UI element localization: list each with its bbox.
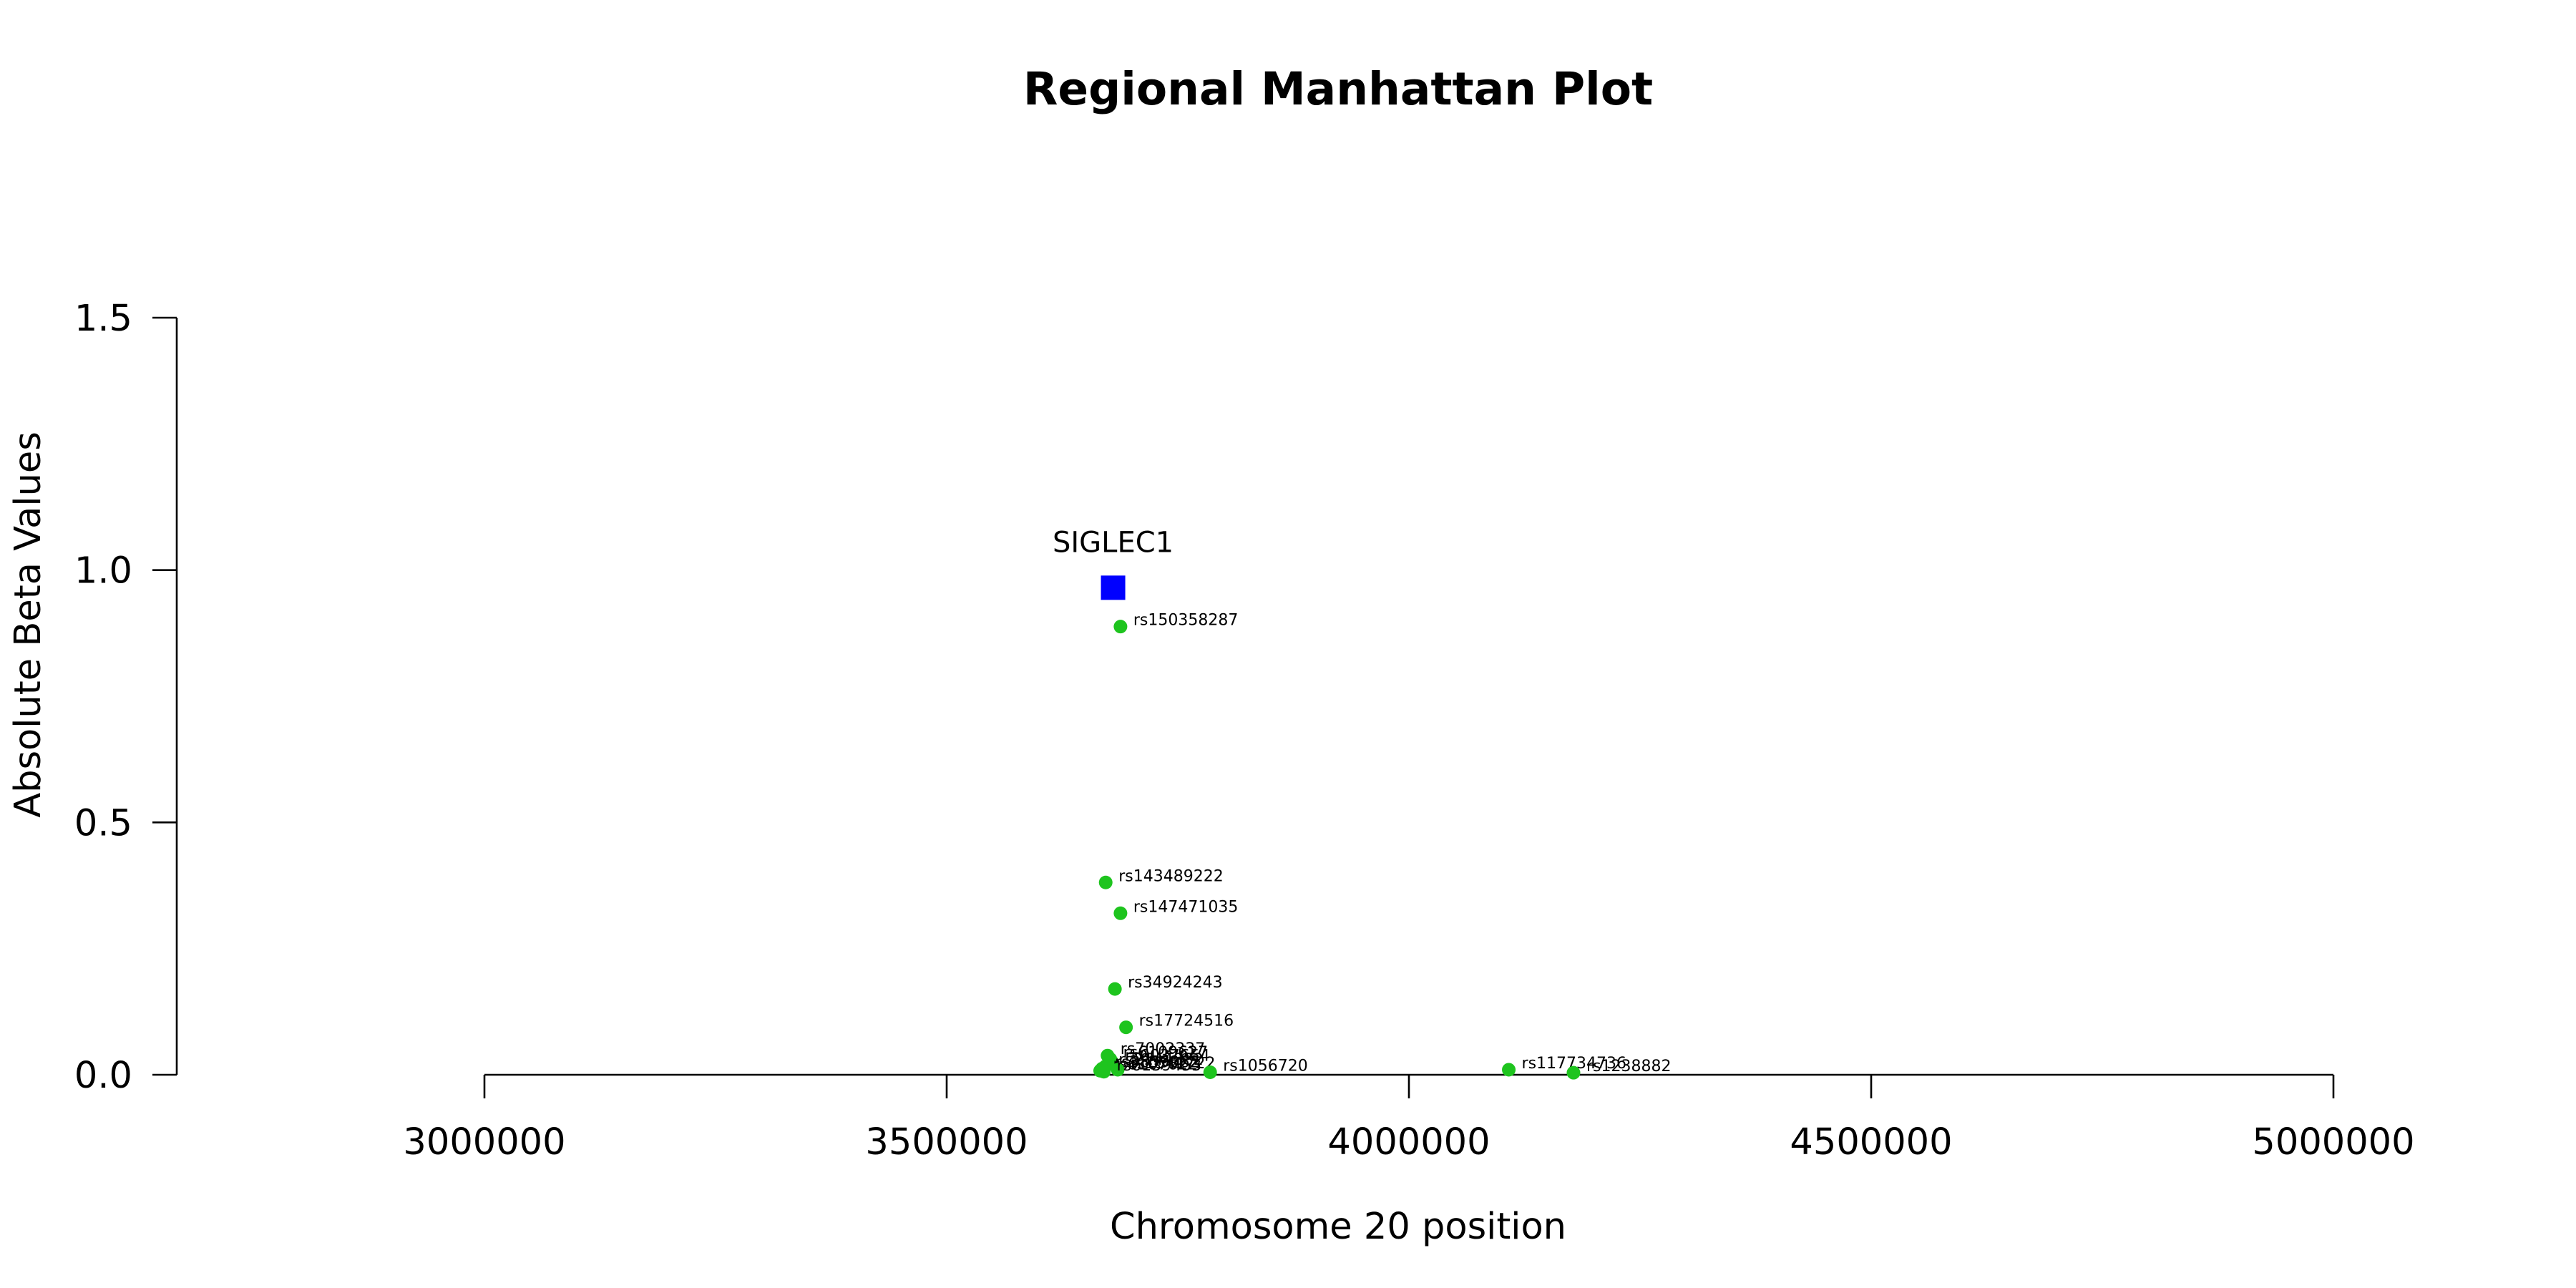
snp-label: rs1541722 — [1131, 1055, 1216, 1073]
snp-label: rs1056720 — [1223, 1057, 1308, 1075]
snp-point — [1113, 620, 1128, 634]
snp-point — [1108, 982, 1122, 996]
snp-label: rs2144882 — [1118, 1051, 1204, 1069]
plot-area: rs150358287 rs143489222 rs147471035 rs34924… — [1053, 526, 1672, 1080]
x-tick-label: 3500000 — [865, 1121, 1028, 1163]
x-tick-label: 3000000 — [403, 1121, 565, 1163]
snp-point — [1111, 1063, 1125, 1077]
snp-point — [1113, 906, 1128, 920]
x-tick-label: 5000000 — [2252, 1121, 2414, 1163]
chart-title: Regional Manhattan Plot — [1023, 63, 1653, 115]
snp-label: rs143489222 — [1118, 867, 1223, 885]
x-tick-label: 4000000 — [1327, 1121, 1490, 1163]
y-axis-ticks: 0.0 0.5 1.0 1.5 — [74, 298, 177, 1097]
snp-label: rs3859962 — [1115, 1054, 1200, 1072]
x-tick-label: 4500000 — [1790, 1121, 1952, 1163]
snp-point — [1566, 1065, 1581, 1080]
snp-label: rs6109627 — [1123, 1044, 1209, 1062]
gene-marker — [1101, 575, 1126, 600]
snp-label: rs147471035 — [1133, 898, 1238, 916]
y-axis-title: Absolute Beta Values — [7, 431, 49, 818]
snp-label: rs1238882 — [1586, 1058, 1672, 1075]
snp-label: rs150358287 — [1133, 612, 1238, 630]
x-axis-ticks: 3000000 3500000 4000000 4500000 5000000 — [403, 1075, 2415, 1163]
y-tick-label: 1.0 — [74, 550, 132, 592]
snp-point — [1098, 875, 1113, 889]
y-tick-label: 0.5 — [74, 802, 132, 844]
snp-point — [1502, 1063, 1516, 1077]
snp-label: rs6037654 — [1125, 1047, 1210, 1065]
snp-label: rs17724516 — [1139, 1013, 1234, 1030]
y-tick-label: 0.0 — [74, 1055, 132, 1097]
snp-label: rs6107622 — [1113, 1055, 1198, 1073]
x-axis-title: Chromosome 20 position — [1110, 1206, 1566, 1248]
snp-point — [1119, 1020, 1133, 1035]
snp-label: rs6139453 — [1117, 1057, 1202, 1075]
snp-point — [1203, 1065, 1217, 1079]
snp-point — [1097, 1065, 1111, 1079]
gene-label: SIGLEC1 — [1053, 526, 1174, 559]
snp-label: rs34924243 — [1128, 974, 1222, 992]
y-tick-label: 1.5 — [74, 298, 132, 340]
snp-label: rs7002337 — [1121, 1040, 1206, 1058]
